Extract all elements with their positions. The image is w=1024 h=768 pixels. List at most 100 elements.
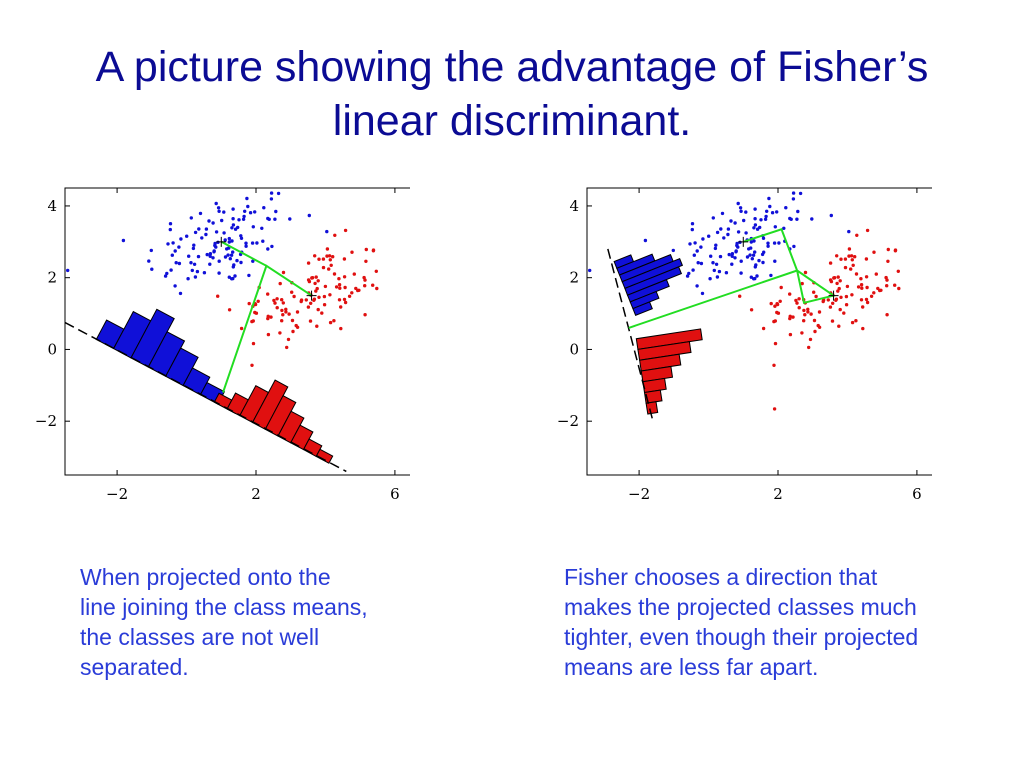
histogram-bar-class2 xyxy=(315,448,334,464)
data-point-class1 xyxy=(217,271,221,275)
caption-line: the classes are not well xyxy=(80,624,320,650)
plot-area xyxy=(65,191,379,473)
data-point-class2 xyxy=(323,284,328,289)
data-point-class1 xyxy=(791,197,796,201)
data-point-class2 xyxy=(869,294,874,298)
data-point-class1 xyxy=(245,196,249,201)
data-point-class1 xyxy=(230,277,234,281)
data-point-class1 xyxy=(752,277,756,281)
data-point-class2 xyxy=(839,257,843,261)
data-point-class2 xyxy=(761,326,766,331)
data-point-class2 xyxy=(847,247,852,251)
data-point-class1 xyxy=(246,204,250,209)
data-point-class1 xyxy=(242,214,246,219)
data-point-class1 xyxy=(202,271,207,275)
data-point-class1 xyxy=(216,206,221,210)
data-point-class2 xyxy=(834,298,838,302)
data-point-class2 xyxy=(299,299,303,304)
data-point-class1 xyxy=(733,256,737,260)
data-point-class2 xyxy=(886,247,890,252)
data-point-class1 xyxy=(147,259,151,263)
slide-title: A picture showing the advantage of Fishe… xyxy=(40,40,984,148)
title-line-2: linear discriminant. xyxy=(332,97,692,145)
data-point-class1 xyxy=(772,241,777,245)
data-point-class1 xyxy=(204,232,208,237)
data-point-class1 xyxy=(761,260,765,265)
data-point-class1 xyxy=(761,236,766,240)
data-point-class2 xyxy=(803,270,808,275)
data-point-class1 xyxy=(260,226,264,230)
right-fisher-plot: −2 2 6 −2 0 2 4 xyxy=(557,187,932,503)
data-point-class1 xyxy=(760,252,765,257)
data-point-class2 xyxy=(310,276,314,280)
data-point-class1 xyxy=(208,254,212,258)
data-point-class2 xyxy=(828,261,833,265)
data-point-class2 xyxy=(794,298,798,303)
data-point-class1 xyxy=(744,231,748,235)
data-point-class2 xyxy=(280,308,284,313)
data-point-class1 xyxy=(212,249,216,253)
data-point-class2 xyxy=(864,275,869,279)
class-mean-marker xyxy=(216,236,227,247)
data-point-class2 xyxy=(773,341,778,346)
data-point-class2 xyxy=(844,303,849,307)
data-point-class1 xyxy=(211,256,215,260)
class-mean-marker xyxy=(738,236,749,247)
data-point-class1 xyxy=(720,211,725,216)
mean-projection-path xyxy=(628,228,837,329)
data-point-class2 xyxy=(797,297,801,301)
data-point-class2 xyxy=(266,332,271,337)
data-point-class2 xyxy=(851,263,855,267)
data-point-class2 xyxy=(280,298,284,302)
data-point-class2 xyxy=(247,301,251,306)
data-point-class2 xyxy=(316,279,320,283)
data-point-class2 xyxy=(778,299,782,303)
data-point-class1 xyxy=(770,211,775,215)
histogram-bar-class1 xyxy=(632,301,653,317)
data-point-class2 xyxy=(885,278,889,282)
data-point-class1 xyxy=(736,230,741,234)
data-point-class2 xyxy=(896,269,900,273)
data-point-class2 xyxy=(269,315,273,319)
data-point-class1 xyxy=(179,237,183,241)
data-point-class2 xyxy=(313,254,317,258)
data-point-class2 xyxy=(281,313,285,317)
data-point-class2 xyxy=(769,301,773,306)
data-point-class2 xyxy=(795,301,799,305)
data-point-class2 xyxy=(843,257,848,261)
data-point-class1 xyxy=(189,216,193,220)
x-tick-label: 6 xyxy=(390,485,400,503)
data-point-class2 xyxy=(321,257,326,261)
data-point-class1 xyxy=(789,217,793,221)
data-point-class2 xyxy=(342,257,347,261)
data-point-class2 xyxy=(864,257,869,261)
data-point-class1 xyxy=(191,246,196,251)
data-point-class1 xyxy=(701,237,705,241)
data-point-class2 xyxy=(306,305,311,309)
y-tick-label: 0 xyxy=(47,340,57,358)
data-point-class2 xyxy=(312,298,316,302)
data-point-class1 xyxy=(847,229,851,234)
title-line-1: A picture showing the advantage of Fishe… xyxy=(95,43,929,91)
right-caption: Fisher chooses a direction that makes th… xyxy=(564,562,918,682)
data-point-class1 xyxy=(751,253,756,257)
data-point-class1 xyxy=(174,261,178,265)
data-point-class1 xyxy=(784,206,788,210)
data-point-class2 xyxy=(807,345,811,350)
caption-line: separated. xyxy=(80,654,189,680)
data-point-class1 xyxy=(261,239,265,243)
data-point-class1 xyxy=(715,275,720,279)
x-tick-label: 2 xyxy=(773,485,783,503)
data-point-class1 xyxy=(236,225,240,230)
data-point-class1 xyxy=(709,254,713,258)
data-point-class2 xyxy=(337,283,342,287)
data-point-class1 xyxy=(749,246,753,250)
data-point-class1 xyxy=(208,262,212,266)
data-point-class2 xyxy=(285,345,289,350)
data-point-class1 xyxy=(688,242,692,246)
data-point-class2 xyxy=(849,254,854,258)
data-point-class1 xyxy=(738,206,743,210)
data-point-class2 xyxy=(272,298,276,303)
data-point-class2 xyxy=(321,265,326,270)
data-point-class2 xyxy=(775,302,780,307)
